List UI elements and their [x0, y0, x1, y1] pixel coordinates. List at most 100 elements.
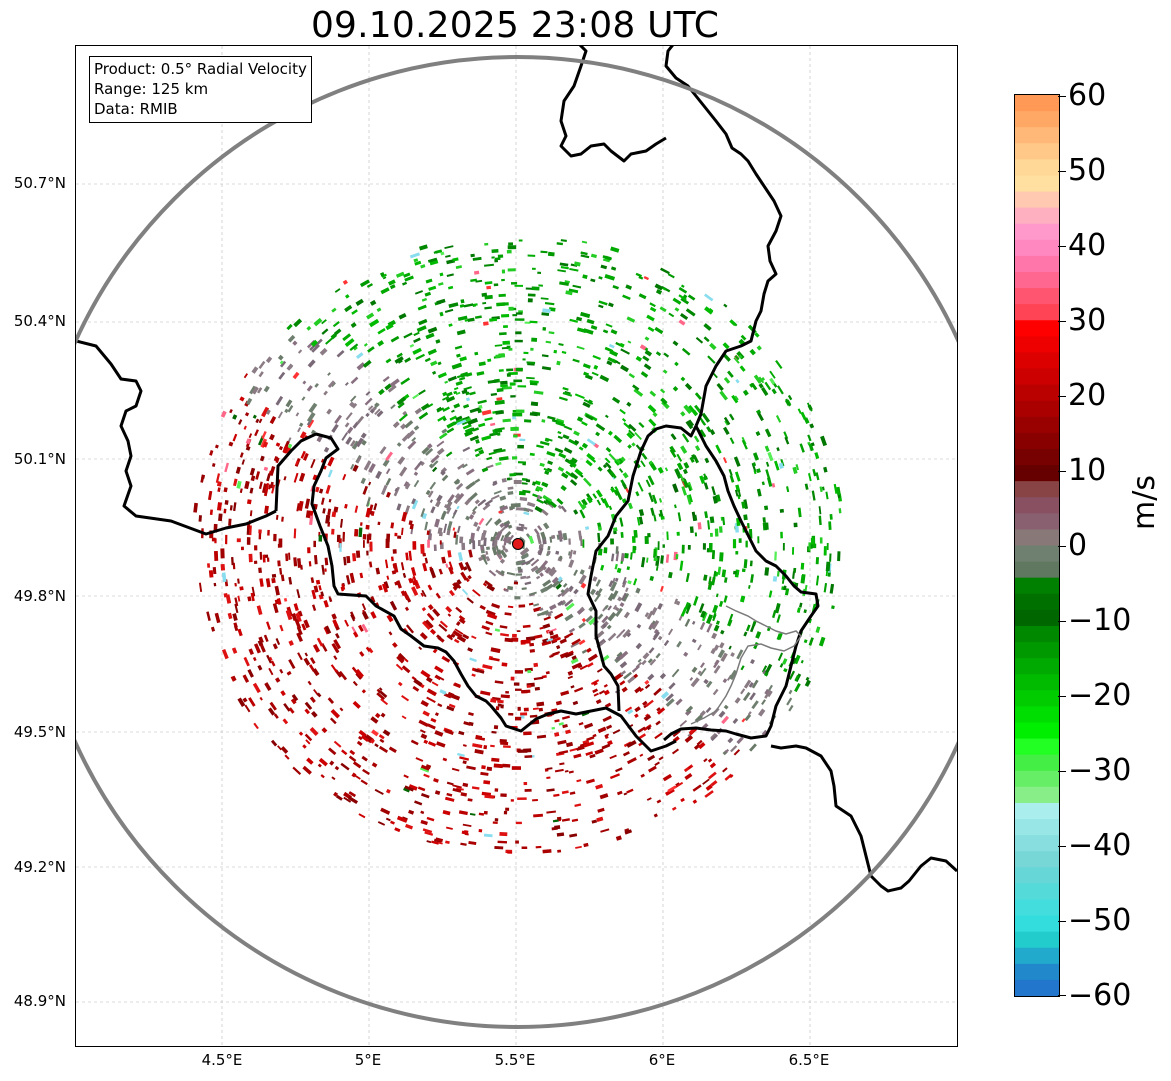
velocity-pixel — [572, 284, 582, 289]
velocity-pixel — [631, 665, 640, 673]
velocity-pixel — [562, 724, 568, 729]
velocity-pixel — [721, 715, 730, 725]
velocity-pixel — [438, 432, 448, 440]
velocity-pixel — [706, 548, 710, 553]
velocity-pixel — [388, 631, 393, 636]
velocity-pixel — [547, 251, 555, 257]
velocity-pixel — [522, 358, 526, 361]
velocity-pixel — [546, 767, 553, 770]
velocity-pixel — [807, 473, 812, 482]
velocity-pixel — [358, 735, 363, 741]
velocity-pixel — [805, 676, 810, 681]
velocity-pixel — [439, 689, 447, 695]
velocity-pixel — [557, 504, 563, 510]
velocity-pixel — [448, 703, 456, 709]
velocity-pixel — [556, 360, 561, 366]
velocity-pixel — [610, 329, 618, 335]
velocity-echoes — [193, 239, 843, 854]
velocity-pixel — [507, 585, 514, 591]
velocity-pixel — [397, 535, 402, 539]
velocity-pixel — [621, 592, 627, 601]
velocity-pixel — [363, 540, 365, 548]
velocity-pixel — [396, 580, 402, 589]
velocity-pixel — [627, 675, 636, 684]
velocity-pixel — [411, 498, 416, 505]
velocity-pixel — [283, 703, 291, 712]
velocity-pixel — [578, 622, 586, 629]
velocity-pixel — [541, 354, 549, 358]
velocity-pixel — [414, 800, 423, 806]
velocity-pixel — [542, 849, 552, 854]
velocity-pixel — [633, 578, 638, 586]
velocity-pixel — [286, 323, 293, 331]
velocity-pixel — [404, 420, 414, 429]
velocity-pixel — [470, 278, 478, 283]
velocity-pixel — [554, 768, 564, 773]
velocity-pixel — [253, 643, 261, 654]
velocity-pixel — [484, 417, 493, 422]
velocity-pixel — [575, 845, 582, 849]
velocity-pixel — [786, 486, 790, 493]
velocity-pixel — [689, 677, 694, 681]
velocity-pixel — [635, 642, 643, 650]
velocity-pixel — [250, 475, 256, 482]
velocity-pixel — [500, 741, 509, 746]
radar-site-marker[interactable] — [512, 538, 524, 550]
border-be-fr-ardennes — [274, 432, 677, 753]
velocity-pixel — [427, 490, 434, 498]
velocity-pixel — [560, 505, 567, 513]
velocity-pixel — [355, 668, 364, 679]
velocity-pixel — [252, 414, 257, 419]
velocity-pixel — [819, 486, 823, 493]
velocity-pixel — [258, 636, 264, 644]
velocity-pixel — [330, 664, 338, 673]
velocity-pixel — [518, 604, 526, 608]
radar-map[interactable] — [75, 45, 958, 1047]
velocity-pixel — [293, 603, 299, 612]
velocity-pixel — [438, 531, 443, 537]
velocity-pixel — [607, 632, 617, 642]
velocity-pixel — [392, 549, 397, 554]
velocity-pixel — [651, 619, 660, 630]
velocity-pixel — [677, 512, 682, 522]
velocity-pixel — [637, 658, 642, 663]
velocity-pixel — [220, 548, 225, 559]
velocity-pixel — [546, 450, 556, 457]
velocity-pixel — [523, 731, 532, 736]
velocity-pixel — [490, 657, 500, 662]
velocity-pixel — [268, 470, 272, 475]
velocity-pixel — [421, 607, 427, 612]
velocity-pixel — [555, 700, 562, 706]
velocity-pixel — [597, 526, 602, 531]
velocity-pixel — [223, 508, 227, 514]
velocity-pixel — [261, 406, 270, 418]
velocity-pixel — [720, 652, 728, 662]
velocity-pixel — [521, 689, 531, 694]
velocity-pixel — [283, 597, 288, 602]
velocity-pixel — [559, 638, 567, 644]
velocity-pixel — [513, 479, 522, 485]
velocity-pixel — [829, 553, 832, 562]
velocity-pixel — [615, 490, 623, 501]
velocity-pixel — [213, 582, 217, 587]
velocity-pixel — [355, 437, 364, 448]
velocity-pixel — [723, 426, 730, 435]
velocity-pixel — [533, 676, 544, 681]
velocity-pixel — [660, 691, 670, 700]
velocity-pixel — [268, 484, 272, 490]
velocity-pixel — [315, 486, 320, 493]
velocity-pixel — [279, 360, 287, 368]
velocity-pixel — [225, 594, 232, 604]
velocity-pixel — [455, 534, 459, 545]
velocity-pixel — [277, 354, 284, 361]
velocity-pixel — [426, 696, 436, 703]
velocity-pixel — [262, 554, 266, 563]
velocity-pixel — [764, 445, 770, 452]
velocity-pixel — [610, 538, 614, 545]
velocity-pixel — [426, 443, 433, 449]
velocity-pixel — [525, 287, 534, 290]
velocity-pixel — [278, 371, 286, 380]
velocity-pixel — [513, 434, 518, 438]
velocity-pixel — [244, 704, 251, 713]
velocity-pixel — [765, 663, 773, 674]
